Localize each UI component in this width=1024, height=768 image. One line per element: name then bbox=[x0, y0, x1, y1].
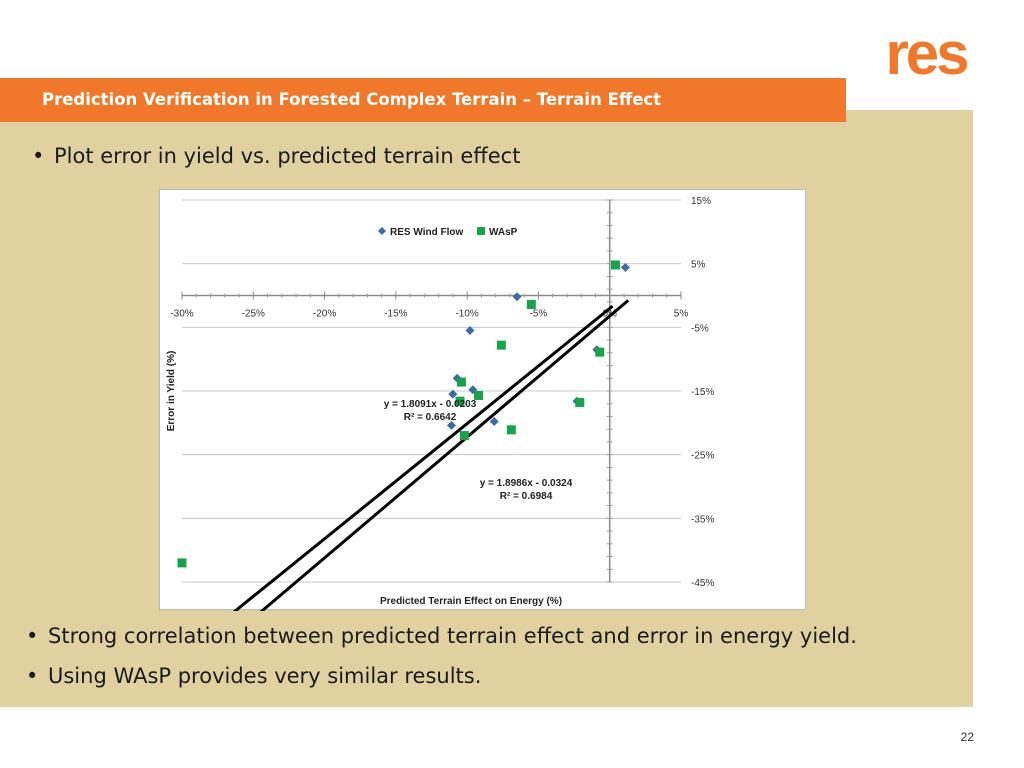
x-tick-label: -30% bbox=[170, 309, 193, 320]
data-point-diamond bbox=[465, 326, 475, 336]
logo-text: res bbox=[885, 28, 967, 80]
data-point-square bbox=[496, 340, 506, 350]
chart-container: 15% 5% -5% -15% -25% -35% -45% -30% -25% -20% -15%… bbox=[159, 189, 806, 611]
trendline-equation: y = 1.8091x - 0.0203 bbox=[384, 399, 477, 410]
x-tick-label: -15% bbox=[384, 309, 407, 320]
scatter-chart: 15%5%-5%-15%-25%-35%-45%-30% -25% -20% -15%… bbox=[166, 196, 714, 611]
trendline-r2: R² = 0.6984 bbox=[500, 491, 553, 502]
data-point-square bbox=[474, 390, 484, 400]
x-tick-label: 5% bbox=[674, 309, 689, 320]
legend-label: WAsP bbox=[489, 227, 518, 238]
data-point-square bbox=[177, 558, 187, 568]
data-point-square bbox=[526, 299, 536, 309]
y-tick-label: -35% bbox=[691, 514, 714, 525]
trendline bbox=[232, 304, 614, 611]
x-tick-label: 0% bbox=[602, 309, 617, 320]
x-tick-label: -25% bbox=[242, 309, 265, 320]
res-logo: res bbox=[885, 28, 970, 80]
trendline-r2: R² = 0.6642 bbox=[404, 412, 457, 423]
x-tick-label: -10% bbox=[455, 309, 478, 320]
legend-marker-square bbox=[477, 227, 485, 235]
legend-label: RES Wind Flow bbox=[390, 227, 463, 238]
y-tick-label: 5% bbox=[691, 260, 706, 271]
bullet-item: • Plot error in yield vs. predicted terra… bbox=[32, 144, 520, 168]
data-point-square bbox=[575, 397, 585, 407]
y-axis-title: Error in Yield (%) bbox=[166, 351, 177, 432]
bullet-symbol: • bbox=[26, 664, 39, 688]
data-point-square bbox=[455, 396, 465, 406]
x-axis-title: Predicted Terrain Effect on Energy (%) bbox=[380, 596, 562, 607]
trendline-equation: y = 1.8986x - 0.0324 bbox=[480, 478, 573, 489]
bullet-item: • Strong correlation between predicted te… bbox=[26, 624, 857, 648]
slide-title: Prediction Verification in Forested Comp… bbox=[42, 90, 662, 109]
x-tick-label: -20% bbox=[313, 309, 336, 320]
bullet-text: Plot error in yield vs. predicted terrai… bbox=[54, 144, 521, 168]
x-tick-label: -5% bbox=[530, 309, 548, 320]
data-point-square bbox=[610, 260, 620, 270]
bullet-item: • Using WAsP provides very similar result… bbox=[26, 664, 481, 688]
bullet-symbol: • bbox=[32, 144, 45, 168]
data-point-diamond bbox=[512, 292, 522, 302]
bullet-text: Using WAsP provides very similar results… bbox=[48, 664, 482, 688]
bullet-symbol: • bbox=[26, 624, 39, 648]
data-point-diamond bbox=[489, 417, 499, 427]
y-tick-label: 15% bbox=[691, 196, 711, 207]
data-point-diamond bbox=[446, 420, 456, 430]
y-tick-label: -5% bbox=[691, 323, 709, 334]
data-point-square bbox=[459, 431, 469, 441]
y-tick-label: -45% bbox=[691, 578, 714, 589]
trendline bbox=[259, 299, 630, 611]
data-point-diamond bbox=[468, 385, 478, 395]
legend-marker-diamond bbox=[378, 227, 386, 235]
data-point-square bbox=[595, 347, 605, 357]
bullet-text: Strong correlation between predicted ter… bbox=[48, 624, 857, 648]
data-point-square bbox=[506, 425, 516, 435]
title-bar bbox=[0, 78, 846, 122]
page-number: 22 bbox=[960, 730, 974, 744]
y-tick-label: -15% bbox=[691, 387, 714, 398]
data-point-square bbox=[456, 377, 466, 387]
y-tick-label: -25% bbox=[691, 451, 714, 462]
data-point-diamond bbox=[448, 389, 458, 399]
data-point-diamond bbox=[620, 262, 630, 272]
